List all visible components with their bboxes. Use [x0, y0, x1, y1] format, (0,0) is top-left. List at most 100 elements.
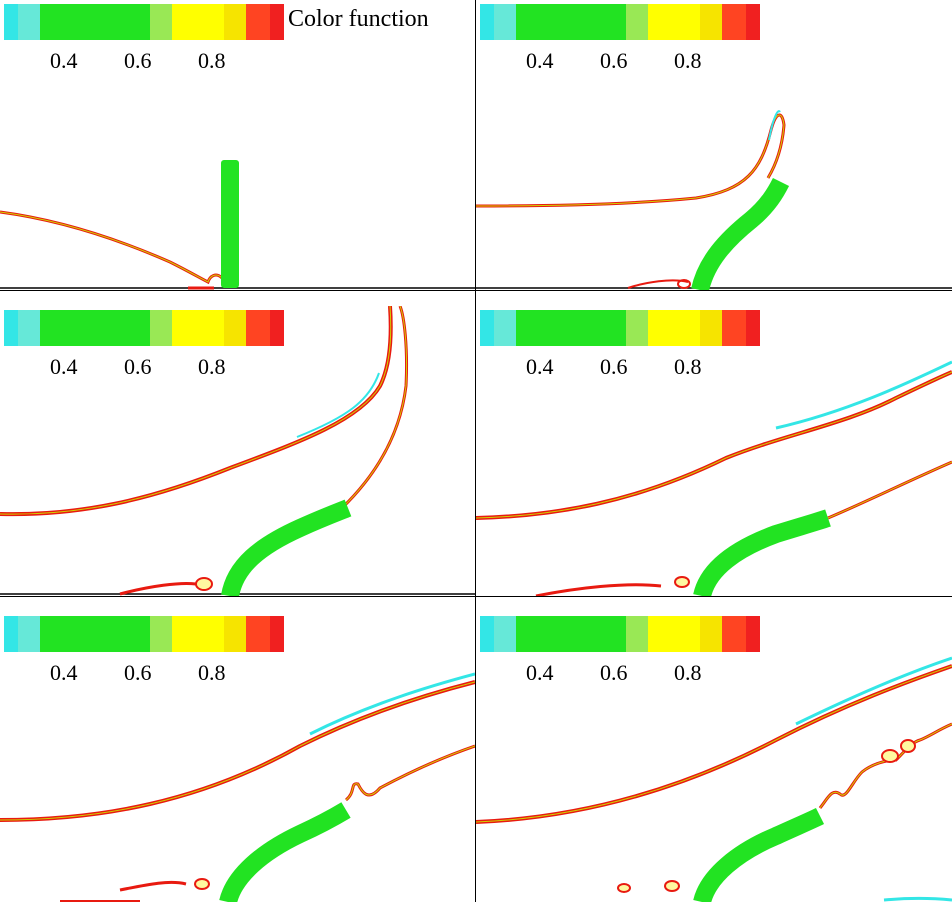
colorbar-ticks: 0.4 0.6 0.8: [0, 354, 300, 384]
cyan-layer: [775, 360, 952, 430]
cyan-film: [883, 897, 952, 902]
colorbar-tick: 0.8: [674, 48, 702, 73]
colorbar-segment: [746, 4, 760, 40]
colorbar-segment: [700, 310, 722, 346]
colorbar-tick: 0.4: [526, 354, 554, 379]
colorbar-segment: [95, 310, 150, 346]
cyan-layer: [309, 672, 475, 736]
colorbar: [4, 616, 284, 652]
colorbar-tick: 0.4: [50, 660, 78, 685]
colorbar-segment: [95, 616, 150, 652]
interface-upper-core: [0, 681, 475, 821]
colorbar-segment: [150, 616, 172, 652]
cyan-layer: [296, 372, 380, 438]
colorbar-segment: [722, 4, 746, 40]
colorbar-tick: 0.4: [50, 354, 78, 379]
simulation-field: [476, 656, 952, 902]
colorbar-segment: [494, 4, 516, 40]
colorbar-segment: [480, 4, 494, 40]
simulation-field: [0, 306, 475, 596]
colorbar-segment: [516, 4, 571, 40]
colorbar-segment: [480, 616, 494, 652]
colorbar-tick: 0.8: [198, 354, 226, 379]
colorbar-segment: [4, 310, 18, 346]
colorbar-tick: 0.4: [526, 48, 554, 73]
colorbar-segment: [172, 4, 224, 40]
colorbar-ticks: 0.4 0.6 0.8: [476, 48, 776, 78]
colorbar-tick: 0.6: [124, 354, 152, 379]
simulation-field: [476, 360, 952, 596]
colorbar-segment: [494, 310, 516, 346]
colorbar-segment: [224, 310, 246, 346]
colorbar-tick: 0.8: [674, 354, 702, 379]
interface-upper-core: [0, 306, 392, 515]
colorbar-segment: [150, 4, 172, 40]
droplet-bubble: [195, 577, 213, 591]
colorbar-tick: 0.6: [124, 48, 152, 73]
colorbar-tick: 0.6: [600, 660, 628, 685]
divider-row2: [0, 596, 952, 597]
colorbar: [4, 310, 284, 346]
colorbar-segment: [700, 4, 722, 40]
colorbar-segment: [626, 310, 648, 346]
colorbar-segment: [95, 4, 150, 40]
panel-5: 0.4 0.6 0.8: [0, 612, 475, 902]
interface-lower: [818, 722, 952, 809]
colorbar-segment: [516, 616, 571, 652]
colorbar-segment: [571, 310, 626, 346]
colorbar-tick: 0.4: [50, 48, 78, 73]
colorbar-segment: [18, 616, 40, 652]
colorbar-segment: [648, 4, 700, 40]
colorbar-segment: [40, 4, 95, 40]
colorbar-tick: 0.8: [674, 660, 702, 685]
colorbar-tick: 0.6: [124, 660, 152, 685]
colorbar-tick: 0.6: [600, 48, 628, 73]
colorbar: [480, 616, 760, 652]
panel-6: 0.4 0.6 0.8: [476, 612, 952, 902]
colorbar-segment: [648, 310, 700, 346]
interface-upper-core: [476, 371, 952, 519]
colorbar-segment: [4, 4, 18, 40]
colorbar-segment: [224, 4, 246, 40]
droplet: [535, 583, 662, 596]
simulation-field: [0, 672, 475, 902]
colorbar-segment: [4, 616, 18, 652]
divider-vertical: [475, 0, 476, 902]
colorbar-segment: [40, 616, 95, 652]
elastic-plate: [221, 499, 352, 596]
elastic-plate: [693, 509, 831, 596]
colorbar-segment: [270, 4, 284, 40]
colorbar-ticks: 0.4 0.6 0.8: [476, 660, 776, 690]
interface-lower-core: [819, 723, 952, 809]
colorbar-segment: [494, 616, 516, 652]
colorbar-tick: 0.8: [198, 660, 226, 685]
colorbar-segment: [270, 616, 284, 652]
panel-3: 0.4 0.6 0.8: [0, 306, 475, 596]
colorbar-ticks: 0.4 0.6 0.8: [0, 660, 300, 690]
colorbar-segment: [224, 616, 246, 652]
colorbar-tick: 0.8: [198, 48, 226, 73]
colorbar-segment: [246, 616, 270, 652]
interface-upper: [0, 306, 393, 517]
colorbar-segment: [18, 310, 40, 346]
elastic-plate: [221, 160, 239, 288]
interface-upper-core: [476, 665, 952, 823]
colorbar-title: Color function: [288, 6, 429, 32]
interface-line: [476, 113, 786, 208]
colorbar-segment: [722, 616, 746, 652]
interface-line-core: [0, 211, 223, 283]
interface-lower-core: [827, 461, 952, 519]
droplet-bubble: [617, 883, 631, 893]
droplet-bubble: [900, 739, 916, 753]
droplet-bubble: [677, 279, 691, 289]
colorbar-segment: [746, 616, 760, 652]
colorbar-segment: [626, 4, 648, 40]
colorbar-segment: [172, 616, 224, 652]
panel-4: 0.4 0.6 0.8: [476, 306, 952, 596]
colorbar-tick: 0.4: [526, 660, 554, 685]
cyan-layer: [795, 656, 952, 726]
colorbar-segment: [480, 310, 494, 346]
droplet-bubble: [881, 749, 899, 763]
colorbar-segment: [246, 4, 270, 40]
